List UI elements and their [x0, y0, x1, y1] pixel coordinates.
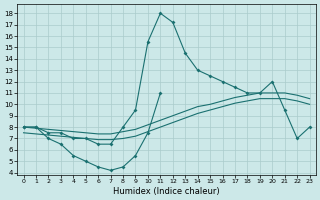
X-axis label: Humidex (Indice chaleur): Humidex (Indice chaleur) — [113, 187, 220, 196]
